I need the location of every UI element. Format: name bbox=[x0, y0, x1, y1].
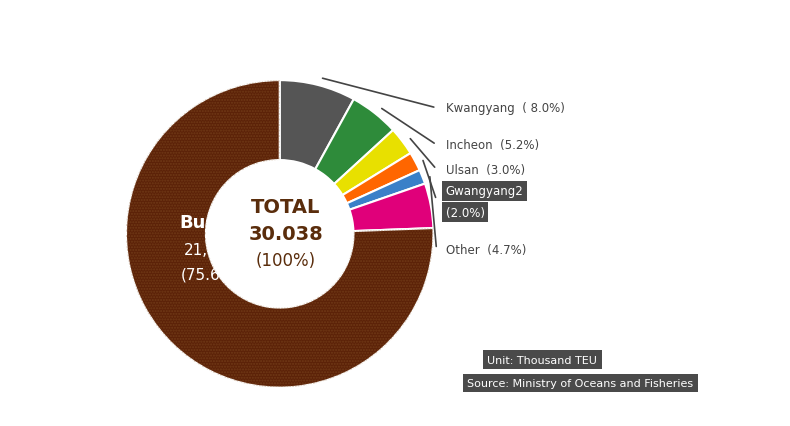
Ellipse shape bbox=[207, 169, 352, 299]
Text: Ulsan  (3.0%): Ulsan (3.0%) bbox=[446, 164, 525, 176]
Wedge shape bbox=[126, 81, 434, 388]
Text: Unit: Thousand TEU: Unit: Thousand TEU bbox=[487, 355, 597, 365]
Text: (2.0%): (2.0%) bbox=[446, 206, 485, 219]
Text: 30.038: 30.038 bbox=[249, 225, 323, 244]
Wedge shape bbox=[334, 131, 411, 196]
Wedge shape bbox=[280, 81, 354, 170]
Text: 21,824: 21,824 bbox=[184, 242, 237, 257]
Text: (75.6%): (75.6%) bbox=[180, 267, 241, 282]
Text: Busan: Busan bbox=[179, 213, 242, 231]
Text: TOTAL: TOTAL bbox=[251, 197, 321, 216]
Text: Kwangyang  ( 8.0%): Kwangyang ( 8.0%) bbox=[446, 102, 565, 115]
Text: Incheon  (5.2%): Incheon (5.2%) bbox=[446, 139, 539, 152]
Text: Container Throughput Share by Port in Korea: Container Throughput Share by Port in Ko… bbox=[12, 14, 403, 32]
Wedge shape bbox=[315, 100, 393, 184]
Text: (100%): (100%) bbox=[256, 251, 316, 269]
Wedge shape bbox=[349, 184, 434, 231]
Text: Other  (4.7%): Other (4.7%) bbox=[446, 243, 526, 256]
Text: Source: Ministry of Oceans and Fisheries: Source: Ministry of Oceans and Fisheries bbox=[467, 378, 694, 388]
Text: Gwangyang2: Gwangyang2 bbox=[446, 185, 524, 198]
Wedge shape bbox=[343, 154, 419, 204]
Wedge shape bbox=[347, 171, 425, 210]
